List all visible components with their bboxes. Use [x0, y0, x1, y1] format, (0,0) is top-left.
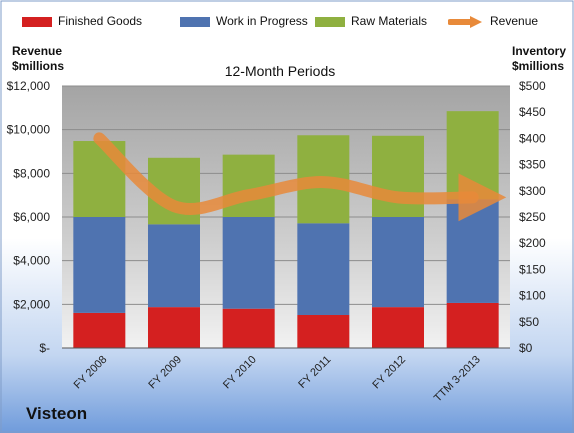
right-axis-title: Inventory $millions — [512, 44, 567, 73]
bar-finished-goods — [222, 308, 275, 348]
right-tick-label: $250 — [519, 210, 546, 224]
bar-work-in-progress — [73, 217, 126, 313]
legend-swatch — [22, 16, 52, 27]
right-tick-label: $500 — [519, 79, 546, 93]
right-tick-label: $350 — [519, 158, 546, 172]
legend-item-work-in-progress: Work in Progress — [180, 14, 308, 28]
bar-work-in-progress — [148, 224, 200, 308]
legend-label: Finished Goods — [58, 14, 143, 28]
right-tick-label: $400 — [519, 131, 546, 145]
right-tick-label: $450 — [519, 105, 546, 119]
bar-work-in-progress — [297, 223, 350, 315]
legend-label: Work in Progress — [216, 14, 308, 28]
legend-swatch — [180, 16, 210, 27]
bar-finished-goods — [73, 312, 126, 348]
bar-raw-materials — [446, 111, 499, 200]
bar-finished-goods — [148, 307, 200, 348]
left-tick-label: $12,000 — [7, 79, 51, 93]
left-tick-label: $- — [39, 341, 50, 355]
left-tick-label: $10,000 — [7, 123, 51, 137]
legend-item-finished-goods: Finished Goods — [22, 14, 142, 28]
right-tick-label: $50 — [519, 315, 539, 329]
left-tick-label: $6,000 — [13, 210, 50, 224]
revenue-arrow-icon — [448, 15, 482, 28]
right-tick-label: $100 — [519, 289, 546, 303]
left-tick-label: $2,000 — [13, 297, 50, 311]
right-tick-label: $150 — [519, 262, 546, 276]
left-axis-title: Revenue $millions — [12, 44, 65, 73]
chart-title: 12-Month Periods — [224, 63, 336, 79]
legend-label: Revenue — [490, 14, 539, 28]
chart-legend: Finished Goods Work in Progress Raw Mate… — [10, 14, 570, 34]
bar-finished-goods — [446, 302, 499, 348]
bar-work-in-progress — [372, 217, 424, 308]
revenue-line — [93, 132, 507, 222]
bar-work-in-progress — [446, 199, 499, 303]
right-tick-label: $0 — [519, 341, 533, 355]
right-tick-label: $300 — [519, 184, 546, 198]
legend-swatch — [315, 16, 345, 27]
legend-label: Raw Materials — [351, 14, 428, 28]
right-tick-label: $200 — [519, 236, 546, 250]
bar-work-in-progress — [222, 217, 275, 309]
legend-item-revenue: Revenue — [448, 14, 538, 29]
bar-raw-materials — [372, 135, 424, 217]
left-tick-label: $4,000 — [13, 254, 50, 268]
bar-finished-goods — [297, 314, 350, 348]
company-name: Visteon — [26, 404, 88, 423]
left-tick-label: $8,000 — [13, 166, 50, 180]
legend-item-raw-materials: Raw Materials — [315, 14, 427, 28]
bar-finished-goods — [372, 307, 424, 348]
